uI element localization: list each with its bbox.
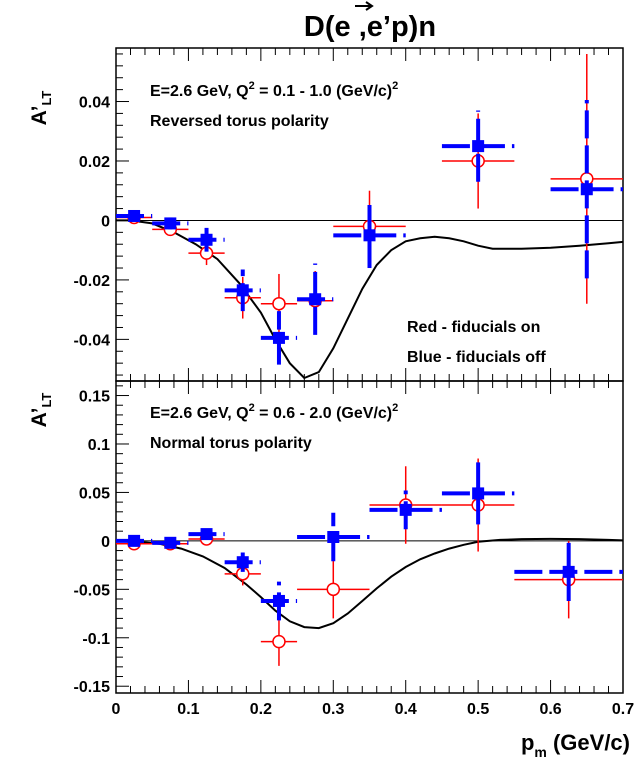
legend-blue: Blue - fiducials off <box>407 349 546 366</box>
x-tick-labels: 0 0.1 0.2 0.3 0.4 0.5 0.6 0.7 <box>112 701 635 718</box>
data-point-blue <box>188 227 225 252</box>
open-circle-marker <box>272 296 286 311</box>
x-tick-label: 0.7 <box>612 701 634 718</box>
data-point-blue <box>550 100 623 279</box>
x-tick-label: 0.2 <box>250 701 272 718</box>
filled-square-marker <box>562 565 575 578</box>
y-tick-label: -0.1 <box>82 631 110 648</box>
y-tick-label: 0.15 <box>79 389 110 406</box>
title-rest: ,e’p)n <box>351 11 436 43</box>
x-tick-label: 0.3 <box>322 701 344 718</box>
x-tick-label: 0.6 <box>539 701 561 718</box>
data-point-red <box>297 560 370 619</box>
data-point-blue <box>441 462 515 525</box>
y-axis-label-top: A’LT <box>28 91 54 126</box>
y-axis-label-bottom: A’LT <box>28 393 54 428</box>
data-point-blue <box>224 552 261 572</box>
x-ticks-top <box>115 48 624 381</box>
data-point-blue <box>188 528 225 541</box>
x-tick-label: 0 <box>112 701 121 718</box>
y-tick-label: -0.04 <box>74 332 111 349</box>
x-tick-label: 0.5 <box>467 701 489 718</box>
y-tick-label: 0.1 <box>88 437 110 454</box>
title-main: D( <box>304 11 335 43</box>
open-circle-marker <box>272 634 286 649</box>
data-point-red <box>260 617 298 666</box>
y-ticks-top: 0.04 0.02 0 -0.02 -0.04 <box>74 53 129 376</box>
data-point-blue <box>441 110 515 182</box>
filled-square-marker <box>472 487 485 500</box>
series-blue-top <box>116 100 623 365</box>
panel-bottom: 0.15 0.1 0.05 0 -0.05 -0.1 -0.15 E=2.6 GeV, Q2… <box>28 380 635 718</box>
open-circle-marker <box>326 582 341 597</box>
y-tick-label: 0.04 <box>79 95 110 112</box>
filled-square-marker <box>236 556 249 569</box>
theory-curve-top <box>116 219 624 380</box>
figure-title: D(e ,e’p)n <box>304 11 436 43</box>
x-tick-label: 0.1 <box>177 701 199 718</box>
data-point-blue <box>116 534 153 547</box>
data-point-blue <box>369 490 442 530</box>
legend-red: Red - fiducials on <box>407 319 540 336</box>
filled-square-marker <box>399 503 412 516</box>
data-point-blue <box>333 202 406 269</box>
title-e: e <box>335 11 351 43</box>
filled-square-marker <box>363 229 376 242</box>
x-ticks-bottom <box>115 381 624 693</box>
series-blue-bottom <box>116 462 623 621</box>
y-tick-label: 0 <box>101 534 110 551</box>
filled-square-marker <box>272 331 285 344</box>
series-red-bottom <box>116 458 623 666</box>
filled-square-marker <box>236 284 249 297</box>
filled-square-marker <box>272 594 285 607</box>
data-point-blue <box>260 581 298 621</box>
data-point-blue <box>297 263 334 335</box>
filled-square-marker <box>580 183 593 196</box>
filled-square-marker <box>164 536 177 549</box>
kinematics-label-top: E=2.6 GeV, Q2 = 0.1 - 1.0 (GeV/c)2 <box>150 80 398 100</box>
y-ticks-bottom: 0.15 0.1 0.05 0 -0.05 -0.1 -0.15 <box>74 385 129 696</box>
x-tick-label: 0.4 <box>395 701 417 718</box>
data-point-blue <box>260 311 298 365</box>
filled-square-marker <box>128 209 141 222</box>
data-point-blue <box>152 536 189 549</box>
polarity-label-top: Reversed torus polarity <box>150 113 329 130</box>
filled-square-marker <box>200 233 213 246</box>
data-point-blue <box>152 217 189 230</box>
filled-square-marker <box>200 528 213 541</box>
filled-square-marker <box>472 140 485 153</box>
data-point-blue <box>116 209 153 222</box>
y-tick-label: -0.05 <box>74 582 111 599</box>
y-tick-label: -0.02 <box>74 273 111 290</box>
panel-top: 0.04 0.02 0 -0.02 -0.04 E=2.6 GeV, Q2 = 0.1 … <box>28 47 624 382</box>
polarity-label-bottom: Normal torus polarity <box>150 435 312 452</box>
filled-square-marker <box>164 217 177 230</box>
y-tick-label: -0.15 <box>74 679 111 696</box>
y-tick-label: 0 <box>101 213 110 230</box>
data-point-blue <box>514 542 623 601</box>
filled-square-marker <box>128 534 141 547</box>
filled-square-marker <box>327 531 340 543</box>
kinematics-label-bottom: E=2.6 GeV, Q2 = 0.6 - 2.0 (GeV/c)2 <box>150 402 398 422</box>
title-vector-arrow-icon <box>355 1 374 11</box>
filled-square-marker <box>309 293 322 306</box>
data-point-blue <box>297 512 370 562</box>
plot-frame-bottom <box>115 380 624 694</box>
theory-curve-bottom <box>115 537 624 630</box>
data-point-blue <box>224 269 261 312</box>
y-tick-label: 0.05 <box>79 485 110 502</box>
x-axis-label: pm (GeV/c) <box>521 730 630 760</box>
y-tick-label: 0.02 <box>79 154 110 171</box>
